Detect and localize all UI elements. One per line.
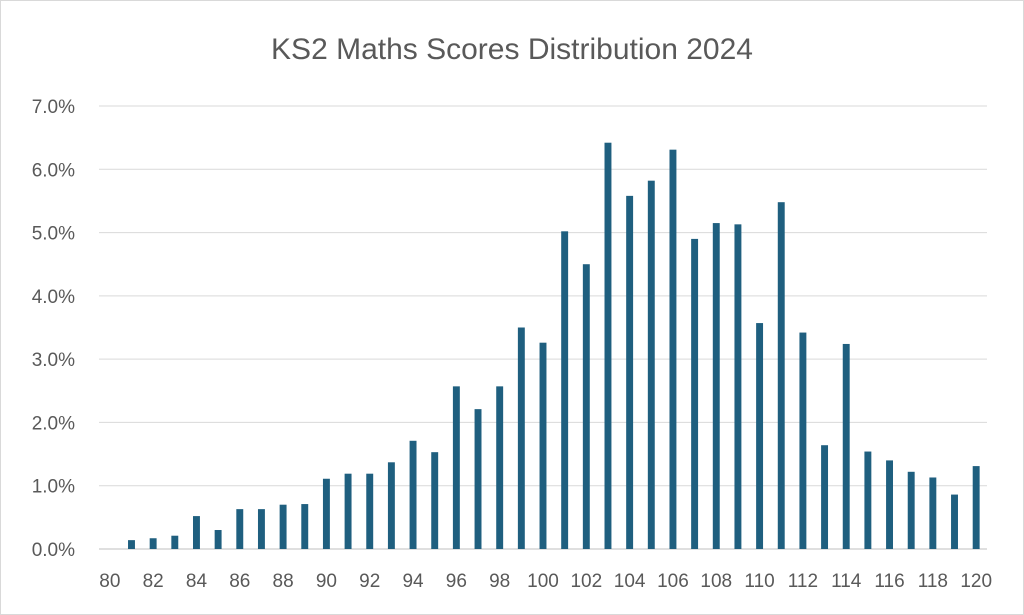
x-tick-label: 116 bbox=[874, 571, 904, 592]
bar bbox=[582, 264, 590, 549]
x-tick-label: 88 bbox=[273, 571, 294, 592]
x-tick-label: 118 bbox=[918, 571, 948, 592]
y-tick-label: 4.0% bbox=[32, 287, 75, 308]
bar bbox=[669, 149, 677, 549]
x-tick-label: 84 bbox=[186, 571, 208, 592]
bar bbox=[647, 180, 655, 550]
x-tick-label: 102 bbox=[570, 571, 602, 592]
bar bbox=[387, 462, 395, 549]
bar bbox=[756, 323, 764, 549]
y-tick-label: 7.0% bbox=[32, 97, 75, 118]
y-tick-label: 6.0% bbox=[32, 160, 75, 181]
bar bbox=[712, 223, 720, 550]
bar bbox=[842, 343, 850, 549]
y-tick-label: 0.0% bbox=[32, 540, 75, 561]
x-tick-label: 112 bbox=[788, 571, 818, 592]
bar bbox=[192, 516, 200, 549]
x-tick-label: 96 bbox=[446, 571, 467, 592]
bar bbox=[431, 452, 439, 549]
x-tick-label: 104 bbox=[614, 571, 646, 592]
bar bbox=[799, 332, 807, 549]
bar bbox=[496, 386, 504, 549]
bar bbox=[626, 195, 634, 549]
bar bbox=[149, 538, 157, 549]
x-tick-label: 82 bbox=[143, 571, 164, 592]
bar bbox=[452, 386, 460, 549]
x-tick-label: 80 bbox=[99, 571, 120, 592]
x-tick-label: 94 bbox=[402, 571, 424, 592]
x-tick-label: 108 bbox=[700, 571, 732, 592]
bar bbox=[951, 494, 958, 549]
x-tick-label: 92 bbox=[359, 571, 380, 592]
bar bbox=[214, 530, 222, 549]
x-tick-label: 114 bbox=[831, 571, 862, 592]
chart-title: KS2 Maths Scores Distribution 2024 bbox=[271, 33, 753, 66]
bar bbox=[409, 440, 417, 549]
bar bbox=[236, 509, 244, 549]
bar bbox=[561, 231, 569, 549]
bar bbox=[604, 142, 612, 549]
x-tick-label: 120 bbox=[960, 571, 992, 592]
x-tick-label: 86 bbox=[229, 571, 250, 592]
bar bbox=[474, 409, 482, 549]
x-tick-label: 90 bbox=[316, 571, 337, 592]
bar bbox=[171, 535, 179, 549]
x-tick-label: 106 bbox=[657, 571, 689, 592]
bar bbox=[344, 473, 352, 549]
bar bbox=[907, 471, 915, 549]
bar bbox=[517, 327, 525, 549]
bar bbox=[777, 202, 785, 550]
bar bbox=[864, 451, 872, 549]
bar bbox=[972, 466, 980, 549]
bar bbox=[128, 540, 135, 549]
bar bbox=[322, 478, 330, 549]
bar bbox=[929, 477, 937, 549]
y-tick-label: 5.0% bbox=[32, 224, 75, 245]
bar bbox=[886, 460, 894, 549]
bar bbox=[301, 504, 309, 549]
bar bbox=[734, 224, 742, 549]
y-tick-label: 3.0% bbox=[32, 350, 75, 371]
y-axis-tick-labels: 0.0% 1.0% 2.0% 3.0% 4.0% 5.0% 6.0% 7.0% bbox=[32, 97, 75, 561]
x-axis-tick-labels: 80 82 84 86 88 90 92 94 96 98 100 102 104 106 108 110 11… bbox=[99, 571, 992, 592]
x-tick-label: 100 bbox=[527, 571, 559, 592]
bar bbox=[257, 509, 265, 549]
y-tick-label: 2.0% bbox=[32, 413, 75, 434]
bar bbox=[366, 473, 374, 549]
bar bbox=[691, 238, 699, 549]
bars bbox=[128, 142, 980, 550]
x-tick-label: 98 bbox=[489, 571, 510, 592]
y-tick-label: 1.0% bbox=[32, 477, 75, 498]
bar bbox=[539, 342, 547, 549]
bar bbox=[821, 445, 829, 549]
x-tick-label: 110 bbox=[744, 571, 774, 592]
bar bbox=[279, 504, 287, 549]
